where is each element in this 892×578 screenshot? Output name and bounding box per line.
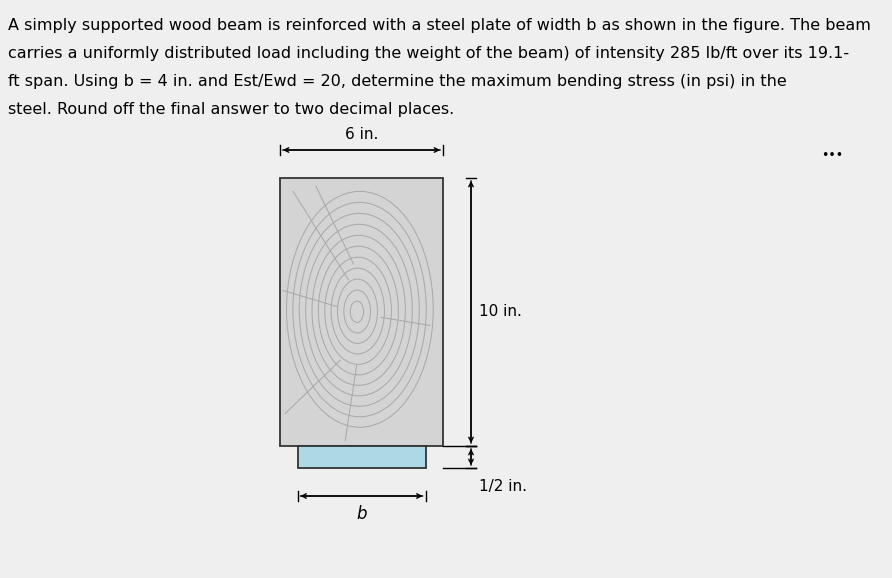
Text: b: b	[356, 505, 367, 523]
Text: ft span. Using b = 4 in. and Est/Ewd = 20, determine the maximum bending stress : ft span. Using b = 4 in. and Est/Ewd = 2…	[8, 74, 787, 89]
Text: steel. Round off the final answer to two decimal places.: steel. Round off the final answer to two…	[8, 102, 454, 117]
Text: carries a uniformly distributed load including the weight of the beam) of intens: carries a uniformly distributed load inc…	[8, 46, 849, 61]
Text: •••: •••	[821, 149, 843, 161]
Bar	[298, 446, 425, 468]
Text: A simply supported wood beam is reinforced with a steel plate of width b as show: A simply supported wood beam is reinforc…	[8, 18, 871, 33]
Text: 1/2 in.: 1/2 in.	[479, 479, 527, 494]
Text: 6 in.: 6 in.	[345, 127, 378, 142]
Text: 10 in.: 10 in.	[479, 305, 522, 320]
Bar	[280, 178, 443, 446]
